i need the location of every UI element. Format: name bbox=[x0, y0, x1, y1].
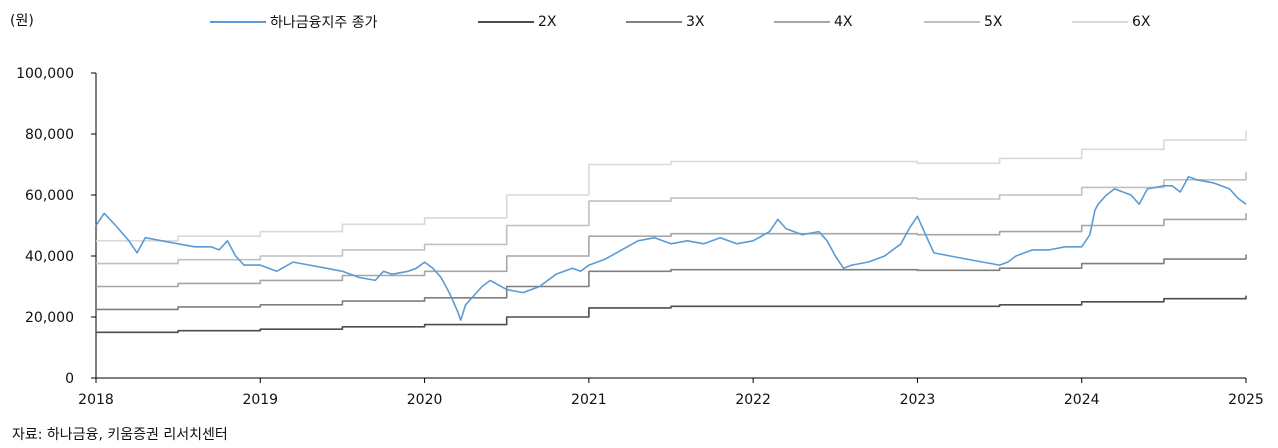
chart-legend: 하나금융지주 종가 2X 3X 4X 5X 6X bbox=[0, 10, 1278, 34]
y-tick-label: 20,000 bbox=[25, 310, 74, 326]
series-line-5x bbox=[96, 172, 1247, 265]
source-note: 자료: 하나금융, 키움증권 리서치센터 bbox=[12, 427, 228, 443]
legend-swatch-5x bbox=[924, 21, 980, 23]
legend-swatch-2x bbox=[478, 21, 534, 23]
series-line-close bbox=[95, 175, 1247, 321]
x-tick-label: 2025 bbox=[1228, 392, 1264, 408]
legend-swatch-6x bbox=[1072, 21, 1128, 23]
x-tick-label: 2020 bbox=[407, 392, 443, 408]
series-line-3x bbox=[96, 254, 1247, 311]
legend-item-close: 하나금융지주 종가 bbox=[210, 10, 378, 34]
y-tick-label: 60,000 bbox=[25, 188, 74, 204]
series-line-6x bbox=[96, 130, 1247, 242]
series-line-4x bbox=[96, 213, 1247, 288]
legend-item-6x: 6X bbox=[1072, 10, 1151, 34]
y-tick-label: 0 bbox=[65, 371, 74, 387]
legend-item-3x: 3X bbox=[626, 10, 705, 34]
legend-label-2x: 2X bbox=[538, 14, 557, 30]
y-unit-label: (원) bbox=[10, 13, 34, 29]
legend-swatch-close bbox=[210, 21, 266, 23]
series-line-2x bbox=[96, 295, 1247, 334]
legend-label-5x: 5X bbox=[984, 14, 1003, 30]
legend-item-4x: 4X bbox=[774, 10, 853, 34]
legend-label-4x: 4X bbox=[834, 14, 853, 30]
x-tick-label: 2022 bbox=[735, 392, 771, 408]
y-tick-label: 80,000 bbox=[25, 127, 74, 143]
legend-swatch-4x bbox=[774, 21, 830, 23]
x-tick-label: 2018 bbox=[78, 392, 114, 408]
x-tick-label: 2021 bbox=[571, 392, 607, 408]
x-tick-label: 2019 bbox=[242, 392, 278, 408]
legend-item-5x: 5X bbox=[924, 10, 1003, 34]
y-tick-label: 100,000 bbox=[16, 66, 74, 82]
y-tick-label: 40,000 bbox=[25, 249, 74, 265]
x-tick-label: 2024 bbox=[1064, 392, 1100, 408]
x-tick-label: 2023 bbox=[900, 392, 936, 408]
legend-item-2x: 2X bbox=[478, 10, 557, 34]
legend-label-6x: 6X bbox=[1132, 14, 1151, 30]
legend-label-close: 하나금융지주 종가 bbox=[270, 15, 378, 31]
legend-label-3x: 3X bbox=[686, 14, 705, 30]
legend-swatch-3x bbox=[626, 21, 682, 23]
